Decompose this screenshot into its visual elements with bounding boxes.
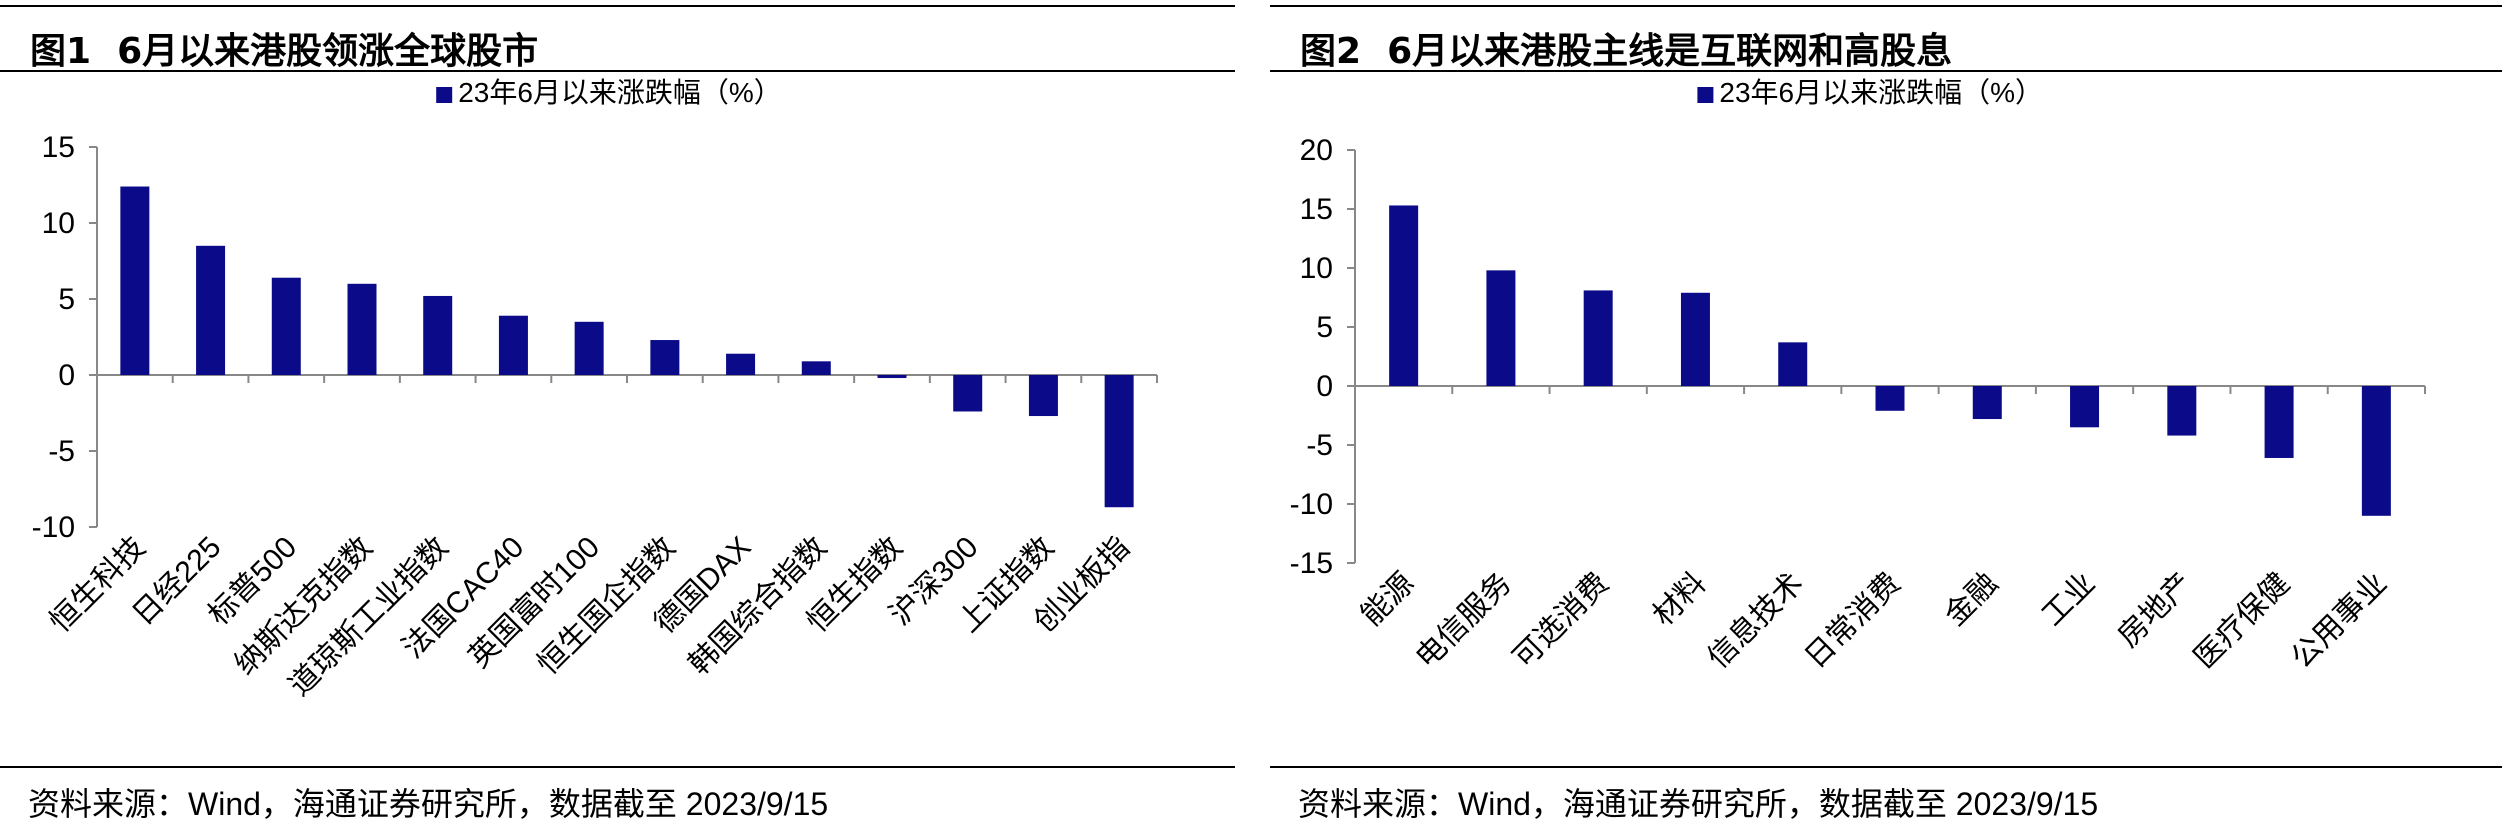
legend-swatch <box>1697 87 1714 103</box>
figure-title: 图1 6月以来港股领涨全球股市 <box>30 22 538 74</box>
x-category-label: 房地产 <box>2112 567 2199 654</box>
bar <box>347 283 377 375</box>
x-category-label: 公用事业 <box>2285 567 2393 675</box>
y-tick-label: 15 <box>42 131 75 164</box>
x-category-label: 英国富时100 <box>463 531 607 675</box>
top-rule <box>0 5 1235 7</box>
bar <box>2361 386 2391 516</box>
bar <box>1875 386 1905 411</box>
bar <box>1583 290 1613 386</box>
figure-1-panel: 图1 6月以来港股领涨全球股市 15 10 5 0 -5 -10 恒生科技 日经225 标普500… <box>0 0 1235 822</box>
x-category-label: 材料 <box>1647 567 1713 633</box>
x-category-label: 金融 <box>1938 567 2004 633</box>
figure-number: 图1 <box>30 31 92 72</box>
y-tick-label: -5 <box>1306 429 1333 462</box>
source-note: 资料来源：Wind，海通证券研究所，数据截至 2023/9/15 <box>1298 786 2099 822</box>
bar <box>2264 386 2294 458</box>
bar <box>953 375 983 412</box>
bar <box>726 353 756 375</box>
y-tick-label: 5 <box>58 283 75 316</box>
title-rule <box>0 70 1235 72</box>
legend-label: 23年6月以来涨跌幅（%） <box>458 77 782 108</box>
x-category-label: 电信服务 <box>1410 567 1518 675</box>
figure-2-panel: 图2 6月以来港股主线是互联网和高股息 20 15 10 5 0 -5 -10 -15 能源 电信服… <box>1270 0 2502 822</box>
source-note: 资料来源：Wind，海通证券研究所，数据截至 2023/9/15 <box>28 786 829 822</box>
bar <box>574 321 604 375</box>
y-tick-label: -10 <box>32 511 75 544</box>
bar <box>650 340 680 375</box>
bar <box>877 375 907 379</box>
x-category-label: 医疗保健 <box>2188 567 2296 675</box>
bottom-rule <box>0 766 1235 768</box>
x-category-label: 可选消费 <box>1507 567 1615 675</box>
bar <box>1486 270 1516 386</box>
y-tick-label: 20 <box>1300 134 1333 167</box>
bar <box>1389 205 1419 386</box>
top-rule <box>1270 5 2502 7</box>
bar <box>1778 342 1808 386</box>
y-tick-label: -15 <box>1290 547 1333 580</box>
x-category-label: 工业 <box>2036 567 2102 633</box>
figure-title: 图2 6月以来港股主线是互联网和高股息 <box>1300 22 1952 74</box>
y-tick-label: 15 <box>1300 193 1333 226</box>
y-tick-label: 10 <box>1300 252 1333 285</box>
bar <box>2070 386 2100 428</box>
y-tick-label: 0 <box>58 359 75 392</box>
y-tick-label: 5 <box>1316 311 1333 344</box>
bar-chart: 151050-5-10恒生科技日经225标普500纳斯达克指数道琼斯工业指数法国… <box>32 77 1158 702</box>
figure-title-text: 6月以来港股领涨全球股市 <box>117 31 539 72</box>
y-tick-label: 0 <box>1316 370 1333 403</box>
bar <box>1972 386 2002 420</box>
legend-swatch <box>436 87 453 103</box>
figure-number: 图2 <box>1300 31 1362 72</box>
x-category-label: 恒生科技 <box>44 531 152 639</box>
bottom-rule <box>1270 766 2502 768</box>
bar <box>498 315 528 375</box>
figure-title-text: 6月以来港股主线是互联网和高股息 <box>1387 31 1953 72</box>
legend-label: 23年6月以来涨跌幅（%） <box>1719 77 2043 108</box>
bar <box>120 186 150 375</box>
bar <box>1680 292 1710 386</box>
bar <box>2167 386 2197 436</box>
title-rule <box>1270 70 2502 72</box>
bar <box>271 277 301 375</box>
bar <box>1104 375 1134 508</box>
y-tick-label: -10 <box>1290 488 1333 521</box>
bar <box>1028 375 1058 417</box>
x-category-label: 能源 <box>1355 567 1421 633</box>
y-tick-label: 10 <box>42 207 75 240</box>
x-category-label: 信息技术 <box>1701 567 1809 675</box>
bar <box>801 361 831 375</box>
bar <box>196 245 226 375</box>
bar <box>423 295 453 375</box>
x-category-label: 日常消费 <box>1799 567 1907 675</box>
y-tick-label: -5 <box>48 435 75 468</box>
